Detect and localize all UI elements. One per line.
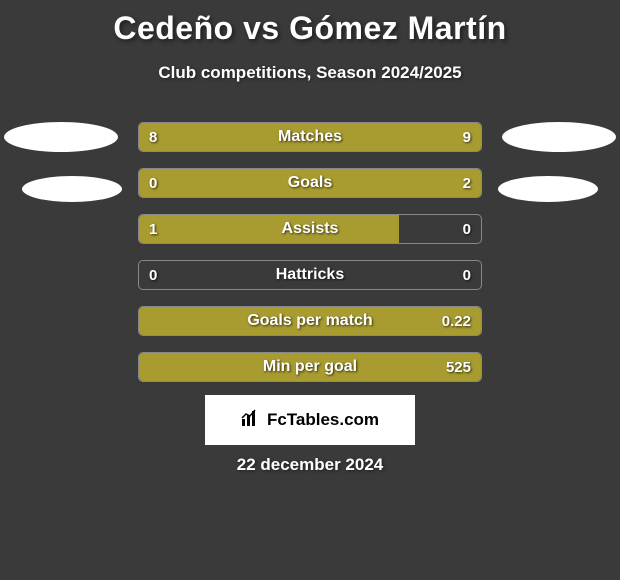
bar-matches-label: Matches xyxy=(139,123,481,151)
bar-gpm: Goals per match 0.22 xyxy=(138,306,482,336)
chart-icon xyxy=(241,409,261,432)
bar-gpm-right-val: 0.22 xyxy=(442,307,471,335)
bar-matches-right-val: 9 xyxy=(463,123,471,151)
bar-hattricks-right-val: 0 xyxy=(463,261,471,289)
subtitle: Club competitions, Season 2024/2025 xyxy=(0,63,620,83)
footer-badge[interactable]: FcTables.com xyxy=(205,395,415,445)
bar-assists-label: Assists xyxy=(139,215,481,243)
bar-assists: 1 Assists 0 xyxy=(138,214,482,244)
comparison-bars: 8 Matches 9 0 Goals 2 1 Assists 0 0 Hatt… xyxy=(138,122,482,398)
bar-mpg-right-val: 525 xyxy=(446,353,471,381)
bar-goals-right-val: 2 xyxy=(463,169,471,197)
page-title: Cedeño vs Gómez Martín xyxy=(0,0,620,47)
bar-mpg-label: Min per goal xyxy=(139,353,481,381)
bar-matches: 8 Matches 9 xyxy=(138,122,482,152)
bar-assists-right-val: 0 xyxy=(463,215,471,243)
player-left-avatar-placeholder xyxy=(4,122,118,152)
bar-gpm-label: Goals per match xyxy=(139,307,481,335)
bar-hattricks: 0 Hattricks 0 xyxy=(138,260,482,290)
footer-date: 22 december 2024 xyxy=(0,455,620,475)
bar-hattricks-label: Hattricks xyxy=(139,261,481,289)
bar-goals-label: Goals xyxy=(139,169,481,197)
team-right-badge-placeholder xyxy=(498,176,598,202)
footer-site-label: FcTables.com xyxy=(267,410,379,430)
team-left-badge-placeholder xyxy=(22,176,122,202)
player-right-avatar-placeholder xyxy=(502,122,616,152)
bar-goals: 0 Goals 2 xyxy=(138,168,482,198)
bar-mpg: Min per goal 525 xyxy=(138,352,482,382)
